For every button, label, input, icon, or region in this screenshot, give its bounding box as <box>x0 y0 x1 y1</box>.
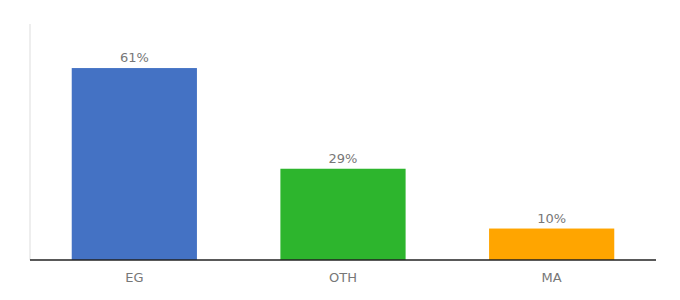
chart-container: 61% 29% 10% EG OTH MA <box>0 0 680 300</box>
data-label: 10% <box>537 211 566 226</box>
x-axis-line <box>30 259 656 261</box>
y-range-line <box>30 24 31 260</box>
x-tick-label: EG <box>125 270 143 285</box>
bar <box>280 169 405 260</box>
bar <box>72 68 197 260</box>
bar <box>489 229 614 260</box>
chart-svg: 61% 29% 10% EG OTH MA <box>0 0 680 300</box>
data-label: 29% <box>329 151 358 166</box>
x-tick-label: OTH <box>329 270 357 285</box>
x-tick-label: MA <box>542 270 562 285</box>
data-label: 61% <box>120 50 149 65</box>
bars <box>72 68 615 260</box>
